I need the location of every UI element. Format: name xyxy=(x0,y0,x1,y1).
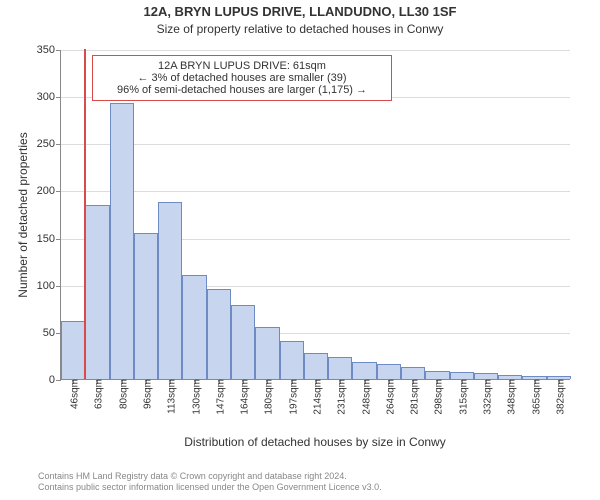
footer-line: Contains HM Land Registry data © Crown c… xyxy=(38,471,382,483)
y-tick-label: 350 xyxy=(37,44,61,56)
histogram-bar xyxy=(255,327,279,379)
histogram-bar xyxy=(425,371,449,379)
y-tick-label: 300 xyxy=(37,91,61,103)
x-tick-label: 63sqm xyxy=(90,379,105,409)
annotation-box: 12A BRYN LUPUS DRIVE: 61sqm← 3% of detac… xyxy=(92,55,392,101)
x-tick-label: 264sqm xyxy=(381,379,396,415)
annotation-line: 96% of semi-detached houses are larger (… xyxy=(97,84,387,96)
annotation-line: ← 3% of detached houses are smaller (39) xyxy=(97,72,387,84)
histogram-bar xyxy=(207,289,231,379)
histogram-bar xyxy=(280,341,304,379)
x-axis-label: Distribution of detached houses by size … xyxy=(60,435,570,449)
y-gridline xyxy=(61,144,570,145)
x-tick-label: 113sqm xyxy=(163,379,178,414)
x-tick-label: 365sqm xyxy=(527,379,542,415)
histogram-bar xyxy=(304,353,328,379)
histogram-bar xyxy=(401,367,425,379)
y-tick-label: 150 xyxy=(37,233,61,245)
y-axis-label: Number of detached properties xyxy=(16,132,30,297)
x-tick-label: 164sqm xyxy=(236,379,251,415)
footer-line: Contains public sector information licen… xyxy=(38,482,382,494)
histogram-bar xyxy=(110,103,134,379)
x-tick-label: 130sqm xyxy=(187,379,202,415)
property-marker-line xyxy=(84,49,86,379)
chart-subtitle: Size of property relative to detached ho… xyxy=(0,22,600,36)
y-tick-label: 50 xyxy=(43,327,61,339)
histogram-bar xyxy=(328,357,352,379)
histogram-bar xyxy=(61,321,85,379)
x-tick-label: 315sqm xyxy=(454,379,469,415)
x-tick-label: 382sqm xyxy=(551,379,566,415)
y-gridline xyxy=(61,191,570,192)
x-tick-label: 80sqm xyxy=(114,379,129,409)
histogram-bar xyxy=(377,364,401,379)
y-tick-label: 250 xyxy=(37,138,61,150)
footer-attribution: Contains HM Land Registry data © Crown c… xyxy=(38,471,382,494)
histogram-bar xyxy=(231,305,255,379)
x-tick-label: 46sqm xyxy=(66,379,81,409)
x-tick-label: 332sqm xyxy=(479,379,494,415)
histogram-bar xyxy=(134,233,158,379)
y-gridline xyxy=(61,50,570,51)
histogram-bar xyxy=(450,372,474,379)
y-tick-label: 100 xyxy=(37,280,61,292)
chart-title: 12A, BRYN LUPUS DRIVE, LLANDUDNO, LL30 1… xyxy=(0,4,600,19)
x-tick-label: 197sqm xyxy=(284,379,299,415)
x-tick-label: 214sqm xyxy=(309,379,324,415)
x-tick-label: 231sqm xyxy=(333,379,348,415)
x-tick-label: 180sqm xyxy=(260,379,275,415)
x-tick-label: 96sqm xyxy=(139,379,154,409)
histogram-bar xyxy=(85,205,109,379)
y-tick-label: 200 xyxy=(37,185,61,197)
x-tick-label: 147sqm xyxy=(211,379,226,415)
annotation-line: 12A BRYN LUPUS DRIVE: 61sqm xyxy=(97,60,387,72)
histogram-bar xyxy=(182,275,206,379)
x-tick-label: 281sqm xyxy=(406,379,421,415)
y-tick-label: 0 xyxy=(49,374,61,386)
histogram-bar xyxy=(352,362,376,379)
x-tick-label: 348sqm xyxy=(503,379,518,415)
histogram-bar xyxy=(158,202,182,379)
x-tick-label: 298sqm xyxy=(430,379,445,415)
x-tick-label: 248sqm xyxy=(357,379,372,415)
